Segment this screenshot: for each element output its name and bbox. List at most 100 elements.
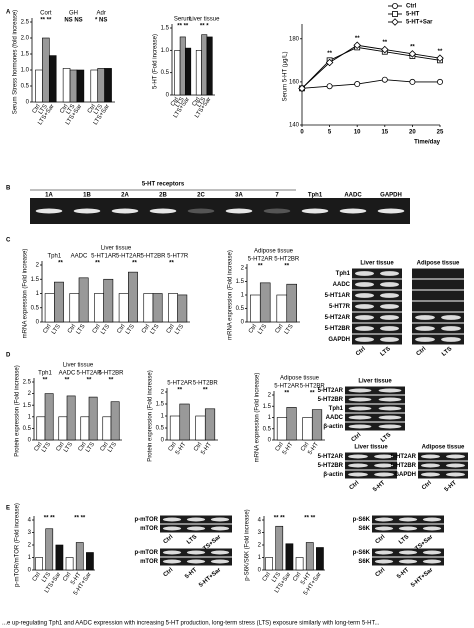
chart-title: Adipose tissue xyxy=(254,249,294,255)
category-label: 5-HT2BR xyxy=(98,371,124,377)
y-tick-label: 1.5 xyxy=(31,277,40,283)
band xyxy=(210,526,230,531)
bar xyxy=(103,278,114,323)
bar xyxy=(69,293,80,323)
y-tick-label: 1.5 xyxy=(236,279,245,285)
bar-label: Ctrl xyxy=(42,324,52,335)
gel-row xyxy=(418,461,468,470)
bar xyxy=(275,525,284,571)
y-tick-label: 140 xyxy=(289,123,300,129)
bar xyxy=(286,283,297,323)
band xyxy=(162,550,182,555)
y-axis-label: p-S6K/S6K (Fold increase) xyxy=(245,509,251,580)
significance: ** xyxy=(327,51,332,57)
lane-label: 2B xyxy=(159,193,167,199)
band xyxy=(162,559,182,564)
band xyxy=(348,424,372,429)
bar-label: LTS xyxy=(100,324,111,336)
bar-label: Ctrl xyxy=(292,572,302,583)
gel-row xyxy=(352,290,402,301)
gel-title: Liver tissue xyxy=(360,261,394,267)
bar xyxy=(177,294,188,323)
y-tick-label: 1.0 xyxy=(161,48,170,54)
gel-title: Liver tissue xyxy=(358,379,392,385)
bar-label: Ctrl xyxy=(32,572,42,583)
band xyxy=(355,282,374,287)
category-label: Cort xyxy=(40,11,52,17)
bar-label: Ctrl xyxy=(67,324,77,335)
y-tick-label: 0 xyxy=(268,438,272,444)
gel-row xyxy=(352,268,402,279)
bar xyxy=(128,271,138,323)
bar xyxy=(62,68,71,103)
band xyxy=(422,559,442,564)
row-label: 5-HT2BR xyxy=(318,397,344,403)
bar-label: LTS xyxy=(51,324,62,336)
bar xyxy=(65,557,74,571)
bar xyxy=(55,544,64,571)
panel-letter: B xyxy=(6,186,11,192)
row-label: 5-HT7R xyxy=(329,304,351,310)
significance: ** xyxy=(109,378,114,384)
band xyxy=(348,463,368,468)
significance: ** xyxy=(310,391,315,397)
band xyxy=(374,517,394,522)
category-label: 5-HT2AR xyxy=(76,371,102,377)
band xyxy=(441,326,461,331)
y-tick-label: 2.5 xyxy=(21,20,30,26)
gel-row xyxy=(352,279,402,290)
band xyxy=(441,315,461,320)
band xyxy=(374,550,394,555)
category-label: Liver tissue xyxy=(189,17,220,23)
bar xyxy=(54,281,64,323)
bar-label: LTS xyxy=(63,442,74,454)
category-label: 5-HT2AR xyxy=(274,384,300,390)
band xyxy=(210,517,230,522)
caption: ...e up-regulating Tph1 and AADC express… xyxy=(2,621,380,627)
y-tick-label: 4 xyxy=(258,518,262,524)
row-label: GAPDH xyxy=(328,337,350,343)
y-tick-label: 3 xyxy=(28,530,32,536)
bar xyxy=(58,416,68,441)
significance: ** * xyxy=(200,24,209,30)
bar xyxy=(44,393,54,441)
bar-label: LTS xyxy=(150,324,161,336)
bar-label: Ctrl xyxy=(193,442,203,453)
y-tick-label: 0.5 xyxy=(23,426,32,432)
bar-label: Ctrl xyxy=(166,324,176,335)
y-axis-label: 5-HT (Fold increase) xyxy=(153,34,159,89)
band xyxy=(374,526,394,531)
bar xyxy=(44,293,55,323)
band xyxy=(210,559,230,564)
bar-label: Ctrl xyxy=(56,442,66,453)
lane-label: LTS xyxy=(380,346,392,358)
row-label: β-actin xyxy=(323,424,343,430)
row-label: 5-HT2AR xyxy=(325,315,351,321)
band xyxy=(210,550,230,555)
bar-label: Ctrl xyxy=(116,324,126,335)
bar-label: Ctrl xyxy=(92,324,102,335)
y-tick-label: 0 xyxy=(258,568,262,574)
category-label: GH xyxy=(69,11,78,17)
band xyxy=(355,293,374,298)
band xyxy=(378,406,402,411)
significance: * NS xyxy=(95,18,107,24)
bar xyxy=(78,277,89,323)
gel-row xyxy=(352,312,402,323)
lane-label: GAPDH xyxy=(380,193,402,199)
row-label: 5-HT2BR xyxy=(391,463,417,469)
chart-title: Adipose tissue xyxy=(280,376,320,382)
y-axis-label: Protein expression (Fold increase) xyxy=(148,370,154,461)
significance: ** xyxy=(284,391,289,397)
y-tick-label: 2 xyxy=(28,391,32,397)
significance: ** xyxy=(284,264,289,270)
marker xyxy=(353,41,361,50)
y-tick-label: 1 xyxy=(28,555,32,561)
row-label: p-S6K xyxy=(353,517,371,523)
y-tick-label: 160 xyxy=(289,79,300,85)
row-label: 5-HT2AR xyxy=(318,454,344,460)
band xyxy=(378,415,402,420)
lane-label: 2C xyxy=(197,193,205,199)
y-tick-label: 0 xyxy=(28,568,32,574)
band xyxy=(421,463,440,468)
